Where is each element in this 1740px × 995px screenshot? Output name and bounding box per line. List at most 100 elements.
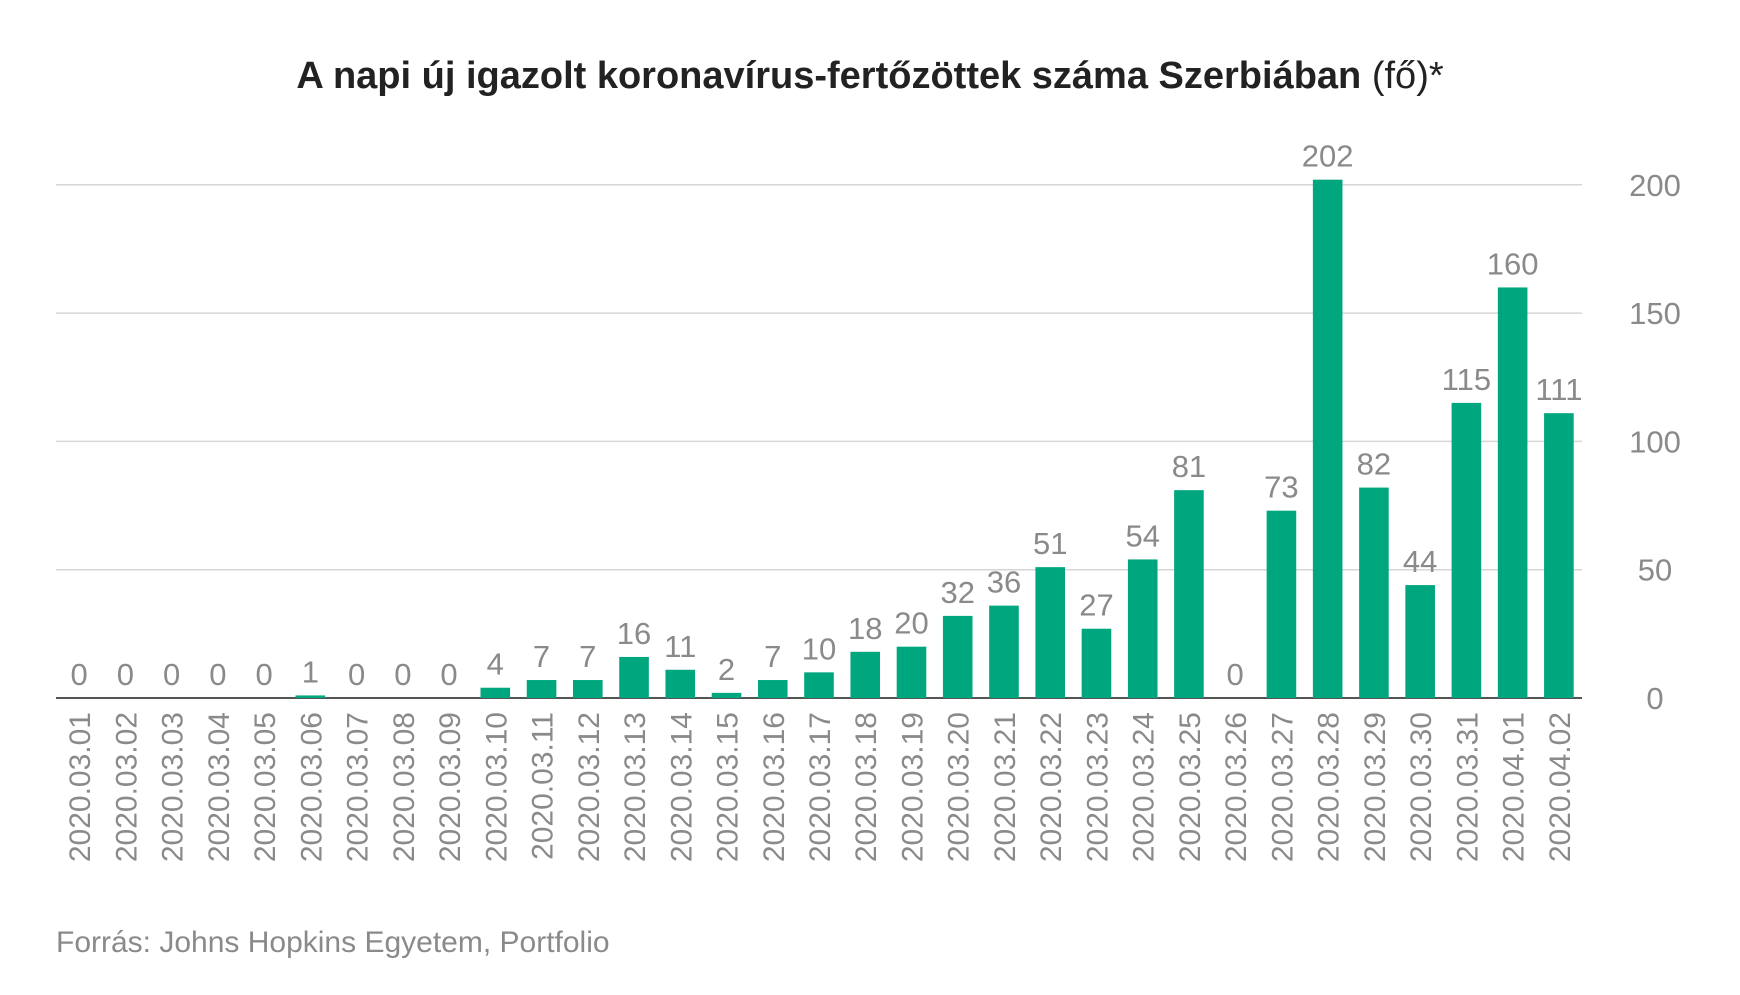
data-label: 0 <box>1227 657 1244 692</box>
gridlines <box>56 184 1582 699</box>
data-label: 82 <box>1357 447 1391 482</box>
data-label: 51 <box>1033 526 1067 561</box>
bar <box>1174 490 1204 698</box>
chart-title-unit: (fő)* <box>1371 55 1444 97</box>
bar <box>711 692 742 698</box>
y-tick-label: 100 <box>1629 424 1681 459</box>
x-tick-label: 2020.03.02 <box>110 712 143 862</box>
data-label: 16 <box>617 616 651 651</box>
data-label: 7 <box>764 639 781 674</box>
data-label: 0 <box>70 657 87 692</box>
bar <box>1035 567 1066 698</box>
x-tick-label: 2020.03.01 <box>64 712 97 862</box>
x-tick-label: 2020.03.06 <box>295 712 328 862</box>
bar <box>1497 287 1528 698</box>
y-tick-label: 150 <box>1629 296 1681 331</box>
y-axis-ticks: 0 50 100 150 200 <box>1629 168 1681 716</box>
bar <box>1081 628 1112 698</box>
data-label: 4 <box>487 647 504 682</box>
data-label: 27 <box>1079 588 1113 623</box>
x-tick-label: 2020.03.18 <box>850 712 883 862</box>
data-label: 0 <box>255 657 272 692</box>
bar <box>1405 585 1435 698</box>
bar <box>850 651 881 698</box>
data-label: 7 <box>533 639 550 674</box>
data-label: 10 <box>802 631 836 666</box>
x-tick-label: 2020.03.23 <box>1081 712 1114 862</box>
x-tick-label: 2020.03.19 <box>896 712 929 862</box>
data-label: 7 <box>579 639 596 674</box>
bar <box>295 695 326 698</box>
x-tick-label: 2020.03.10 <box>480 712 513 862</box>
x-tick-label: 2020.03.20 <box>943 712 976 862</box>
bar <box>526 680 557 698</box>
data-label: 54 <box>1125 518 1159 553</box>
x-tick-label: 2020.03.30 <box>1405 712 1438 862</box>
x-tick-label: 2020.03.13 <box>619 712 652 862</box>
x-tick-label: 2020.03.22 <box>1035 712 1068 862</box>
bar <box>757 680 788 698</box>
data-label: 2 <box>718 652 735 687</box>
data-label: 160 <box>1487 246 1539 281</box>
bar <box>1266 510 1297 698</box>
x-tick-label: 2020.03.09 <box>434 712 467 862</box>
data-label: 44 <box>1403 544 1437 579</box>
x-tick-label: 2020.03.12 <box>573 712 606 862</box>
y-tick-label: 0 <box>1646 681 1663 716</box>
y-tick-label: 200 <box>1629 168 1681 203</box>
x-tick-label: 2020.03.08 <box>388 712 421 862</box>
bars <box>295 179 1574 699</box>
data-label: 111 <box>1535 372 1582 407</box>
y-tick-label: 50 <box>1638 553 1672 588</box>
data-label: 202 <box>1302 139 1354 174</box>
x-tick-label: 2020.03.21 <box>989 712 1022 862</box>
bar <box>896 646 927 698</box>
data-label: 1 <box>302 654 319 689</box>
x-tick-label: 2020.03.16 <box>758 712 791 862</box>
x-tick-label: 2020.03.14 <box>665 712 698 862</box>
bar <box>572 680 603 698</box>
data-label: 0 <box>209 657 226 692</box>
bar <box>1359 487 1389 698</box>
data-label: 36 <box>987 565 1021 600</box>
data-label: 0 <box>163 657 180 692</box>
data-label: 18 <box>848 611 882 646</box>
data-label: 73 <box>1264 470 1298 505</box>
bar <box>1312 179 1343 699</box>
x-tick-label: 2020.03.31 <box>1451 712 1484 862</box>
x-tick-label: 2020.03.28 <box>1313 712 1346 862</box>
x-tick-label: 2020.03.03 <box>157 712 190 862</box>
bar <box>619 656 649 698</box>
x-tick-label: 2020.03.27 <box>1266 712 1299 862</box>
bar <box>1544 413 1574 698</box>
x-tick-label: 2020.04.02 <box>1544 712 1577 862</box>
x-tick-label: 2020.03.17 <box>804 712 837 862</box>
data-label: 11 <box>664 629 696 664</box>
x-tick-label: 2020.03.29 <box>1359 712 1392 862</box>
data-label: 81 <box>1172 449 1206 484</box>
bar <box>1127 559 1158 698</box>
data-label: 0 <box>440 657 457 692</box>
bar <box>804 672 834 698</box>
data-label: 0 <box>348 657 365 692</box>
bar <box>942 615 973 698</box>
x-tick-label: 2020.04.01 <box>1498 712 1531 862</box>
bar <box>665 669 696 698</box>
data-label: 20 <box>894 606 928 641</box>
chart-title: A napi új igazolt koronavírus-fertőzötte… <box>0 55 1740 98</box>
bar <box>989 605 1019 698</box>
x-tick-label: 2020.03.15 <box>712 712 745 862</box>
x-tick-label: 2020.03.26 <box>1220 712 1253 862</box>
source-note: Forrás: Johns Hopkins Egyetem, Portfolio <box>56 926 610 959</box>
x-tick-label: 2020.03.05 <box>249 712 282 862</box>
data-label: 115 <box>1442 362 1491 397</box>
x-tick-label: 2020.03.25 <box>1174 712 1207 862</box>
bar <box>1451 402 1482 698</box>
x-tick-label: 2020.03.07 <box>342 712 375 862</box>
x-tick-label: 2020.03.11 <box>527 712 560 860</box>
x-tick-label: 2020.03.24 <box>1128 712 1161 862</box>
bar <box>480 687 511 698</box>
x-tick-label: 2020.03.04 <box>203 712 236 862</box>
